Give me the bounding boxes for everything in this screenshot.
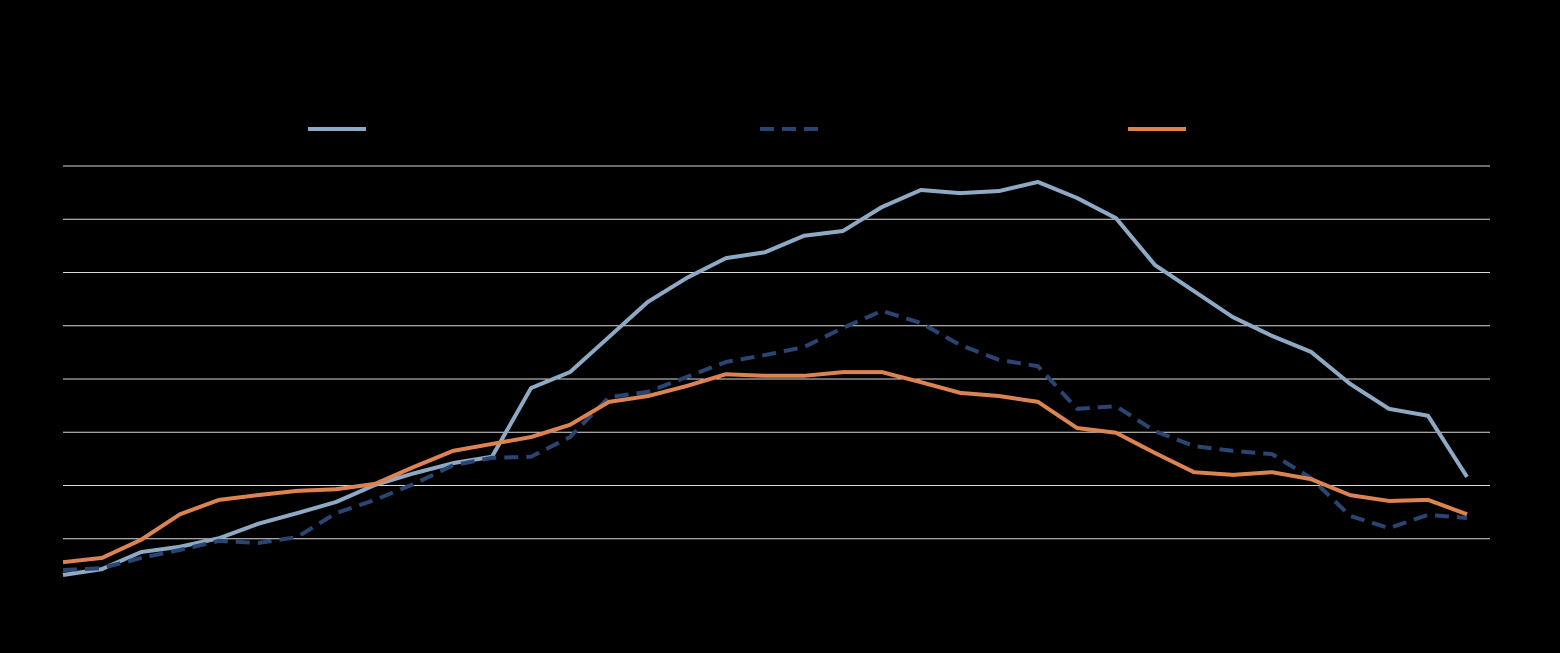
series-line <box>62 308 1468 573</box>
series-line <box>62 370 1468 565</box>
series-line <box>62 179 1469 577</box>
